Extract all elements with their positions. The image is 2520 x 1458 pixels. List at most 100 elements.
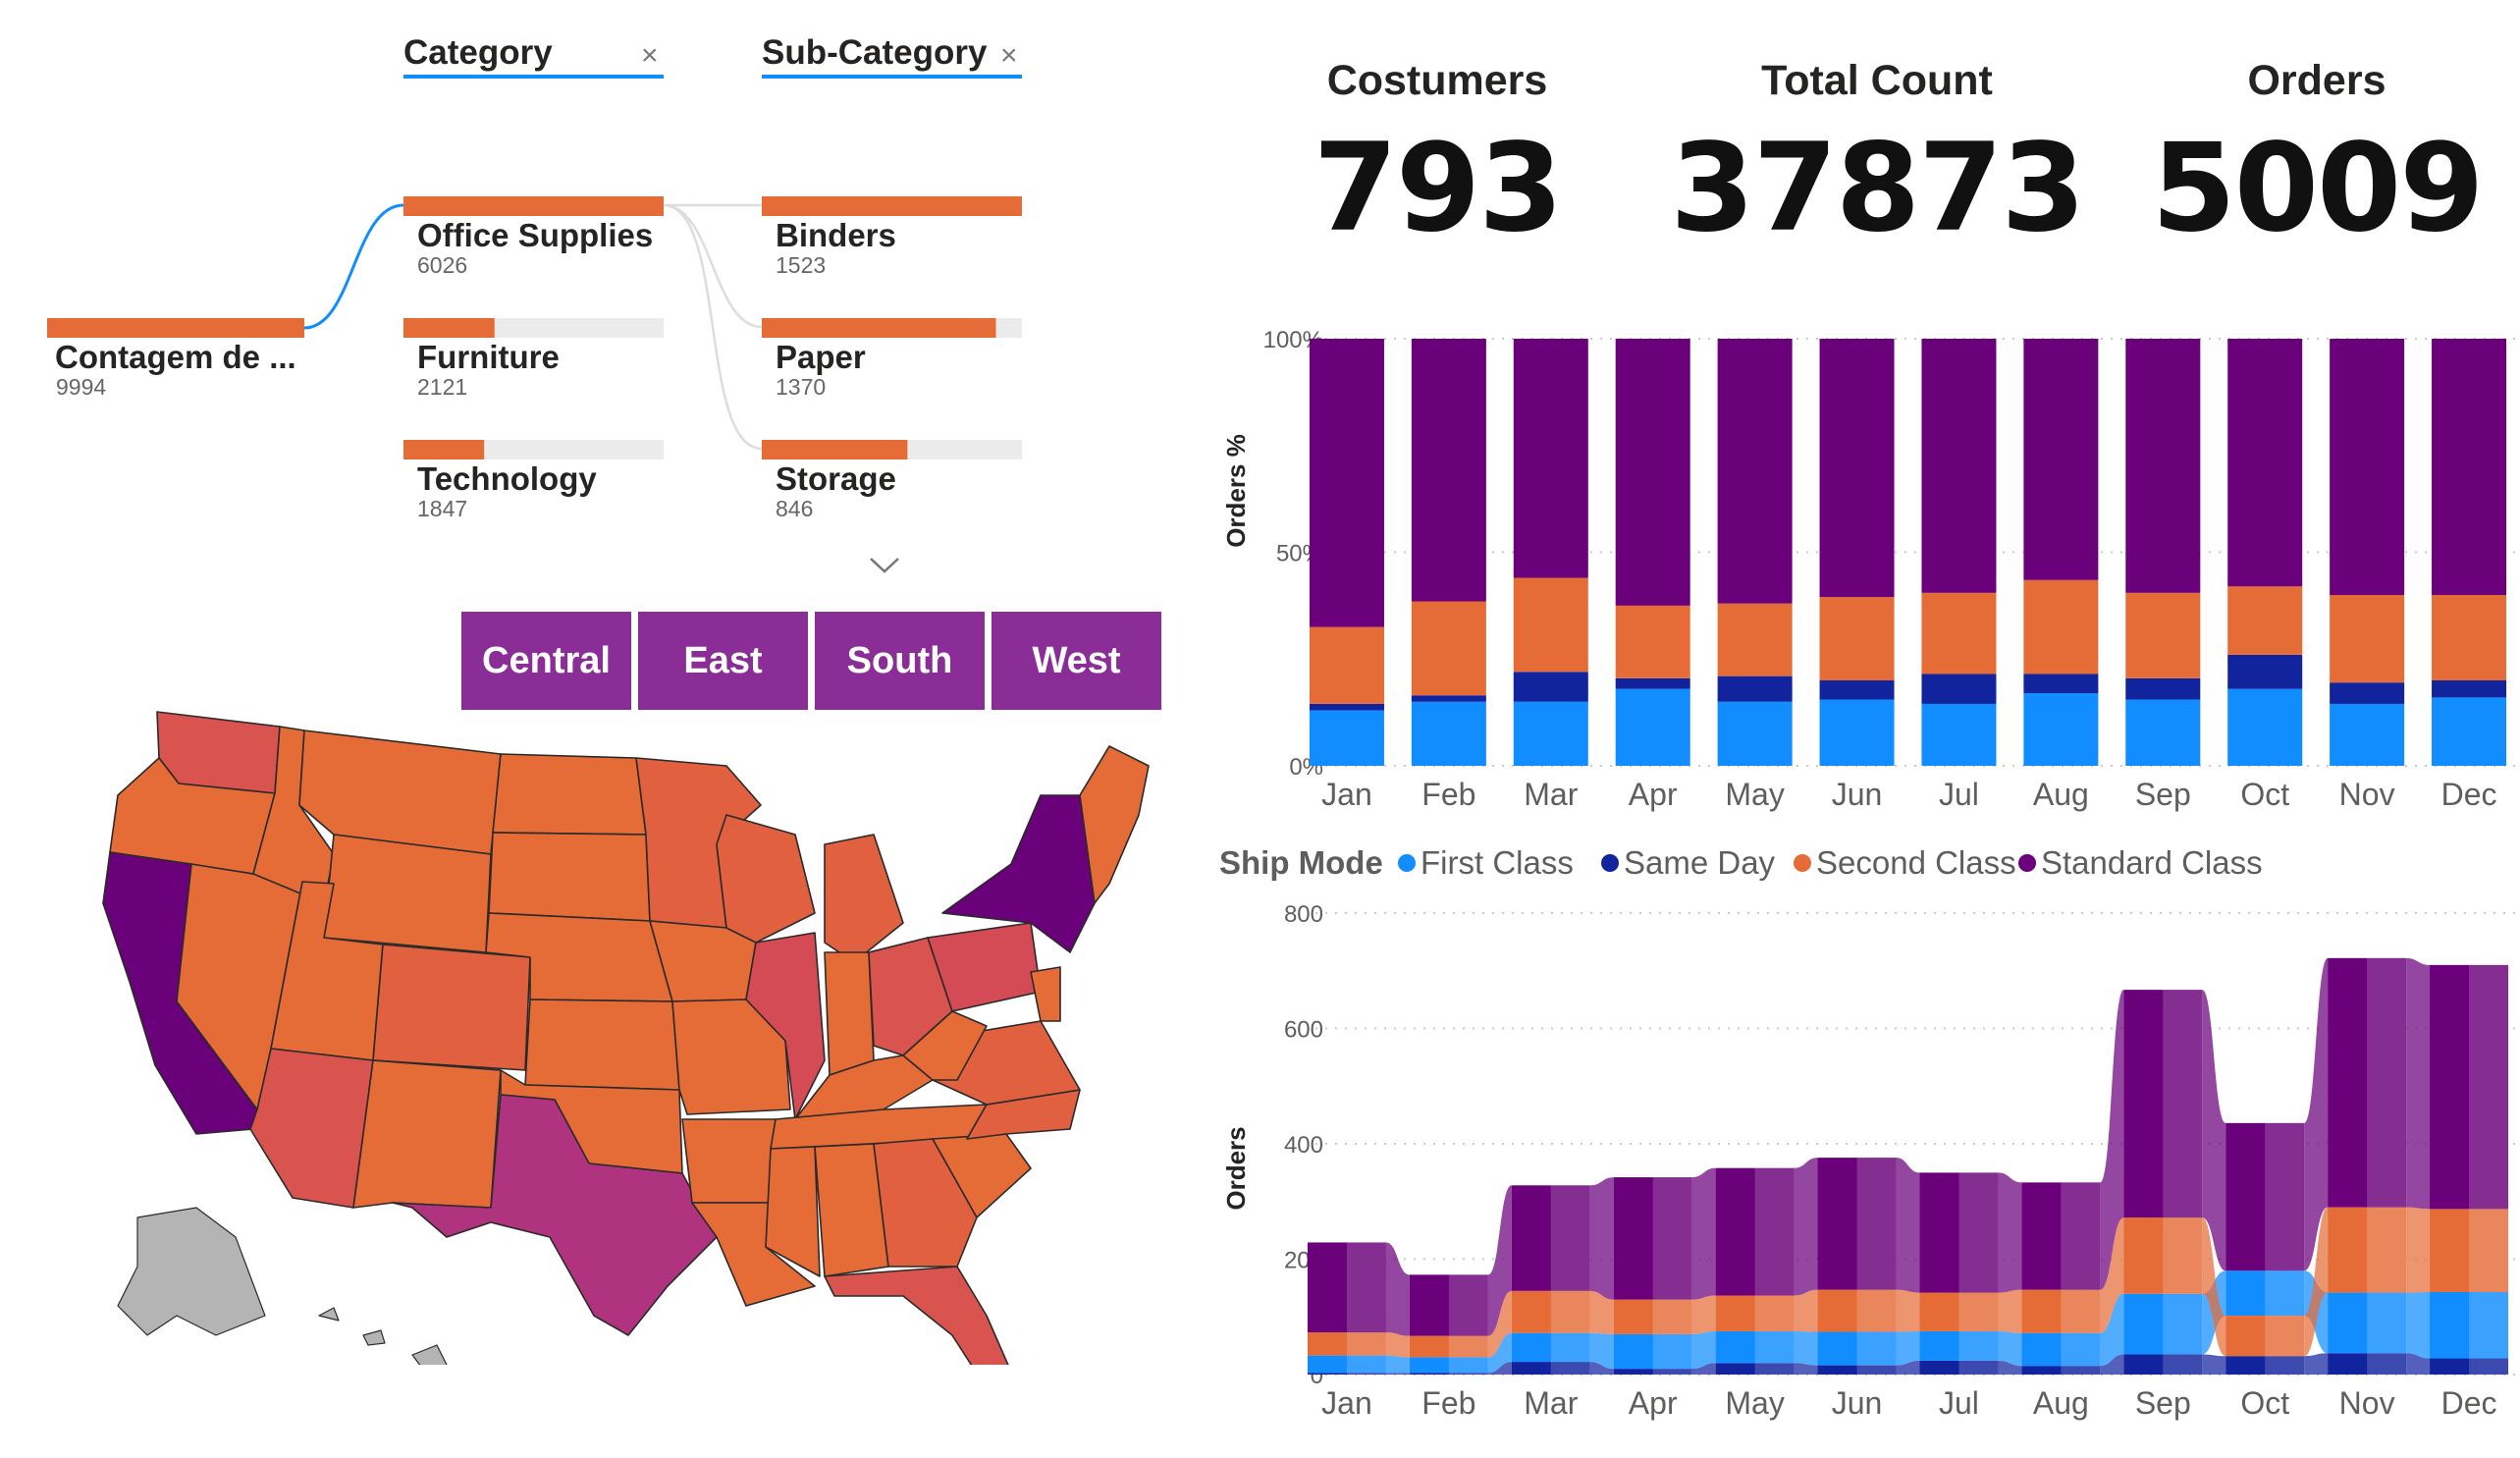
ribbon-bar-first-class-sep[interactable] [2123,1293,2203,1355]
chevron-down-icon[interactable] [870,558,899,573]
bar-first-class-jun[interactable] [1819,699,1895,766]
ribbon-bar-second-class-dec[interactable] [2430,1209,2509,1292]
ribbon-bar-same-day-jul[interactable] [1919,1360,1999,1375]
ribbon-bar-same-day-apr[interactable] [1613,1369,1692,1375]
ribbon-bar-standard-class-aug[interactable] [2021,1182,2101,1290]
ribbon-bar-standard-class-apr[interactable] [1613,1177,1692,1300]
ribbon-bar-second-class-aug[interactable] [2021,1289,2101,1333]
bar-first-class-aug[interactable] [2023,693,2099,766]
ribbon-bar-second-class-sep[interactable] [2123,1217,2203,1294]
ribbon-bar-same-day-mar[interactable] [1511,1362,1590,1375]
ribbon-same-day-oct[interactable] [2304,1353,2329,1375]
ribbon-second-class-may[interactable] [1794,1289,1818,1332]
ribbon-bar-same-day-nov[interactable] [2328,1353,2407,1375]
map-state-wisconsin[interactable] [716,814,816,944]
ribbon-first-class-jan[interactable] [1385,1355,1410,1374]
bar-first-class-jul[interactable] [1921,703,1997,766]
region-button-east[interactable]: East [638,612,808,710]
region-button-central[interactable]: Central [461,612,631,710]
ribbon-second-class-oct[interactable] [2304,1207,2329,1357]
ribbon-standard-class-jan[interactable] [1385,1242,1410,1336]
bar-same-day-dec[interactable] [2432,680,2507,698]
ribbon-bar-same-day-aug[interactable] [2021,1366,2101,1375]
ribbon-bar-second-class-may[interactable] [1715,1295,1795,1331]
ribbon-bar-same-day-sep[interactable] [2123,1354,2203,1375]
ribbon-standard-class-oct[interactable] [2304,957,2329,1271]
map-state-new-england[interactable] [1079,745,1150,904]
ribbon-bar-first-class-aug[interactable] [2021,1332,2101,1367]
bar-second-class-aug[interactable] [2023,579,2099,675]
bar-first-class-nov[interactable] [2330,703,2405,766]
ribbon-bar-standard-class-nov[interactable] [2328,957,2407,1208]
ribbon-bar-second-class-oct[interactable] [2225,1316,2305,1357]
bar-same-day-nov[interactable] [2330,682,2405,704]
bar-second-class-feb[interactable] [1411,601,1486,696]
ribbon-bar-second-class-apr[interactable] [1613,1299,1692,1334]
bar-standard-class-feb[interactable] [1411,339,1486,602]
bar-standard-class-apr[interactable] [1615,339,1690,606]
ribbon-standard-class-may[interactable] [1794,1158,1818,1296]
ribbon-bar-same-day-feb[interactable] [1409,1373,1488,1375]
ribbon-second-class-mar[interactable] [1589,1290,1614,1334]
ribbon-bar-first-class-dec[interactable] [2430,1291,2509,1359]
ribbon-standard-class-apr[interactable] [1691,1167,1716,1300]
ribbon-same-day-jun[interactable] [1896,1360,1920,1375]
map-state-colorado[interactable] [372,944,531,1071]
ribbon-first-class-may[interactable] [1794,1330,1818,1366]
bar-same-day-feb[interactable] [1411,695,1486,702]
bar-second-class-dec[interactable] [2432,595,2507,680]
bar-second-class-oct[interactable] [2227,586,2303,655]
ribbon-bar-standard-class-may[interactable] [1715,1167,1795,1296]
ribbon-bar-second-class-feb[interactable] [1409,1335,1488,1358]
ribbon-standard-class-nov[interactable] [2406,957,2431,1210]
ribbon-standard-class-aug[interactable] [2100,990,2124,1290]
bar-second-class-jun[interactable] [1819,597,1895,680]
bar-first-class-may[interactable] [1717,701,1793,766]
ribbon-second-class-aug[interactable] [2100,1217,2124,1333]
bar-second-class-apr[interactable] [1615,605,1690,678]
ribbon-bar-standard-class-feb[interactable] [1409,1274,1488,1336]
ribbon-bar-first-class-mar[interactable] [1511,1332,1590,1363]
bar-standard-class-oct[interactable] [2227,339,2303,587]
ribbon-second-class-jun[interactable] [1896,1289,1920,1332]
bar-second-class-jul[interactable] [1921,592,1997,675]
decomposition-tree[interactable]: Contagem de ... 9994 Office Supplies6026… [0,0,1178,589]
map-state-new-jersey[interactable] [1030,966,1061,1022]
ribbon-bar-first-class-may[interactable] [1715,1330,1795,1364]
bar-standard-class-jun[interactable] [1819,339,1895,598]
bar-same-day-oct[interactable] [2227,654,2303,689]
ribbon-bar-standard-class-jul[interactable] [1919,1172,1999,1293]
category-close-icon[interactable]: × [641,39,659,72]
ribbon-bar-same-day-jan[interactable] [1307,1373,1386,1375]
map-state-florida[interactable] [824,1266,1021,1365]
ribbon-second-class-sep[interactable] [2202,1217,2226,1357]
ribbon-bar-first-class-jun[interactable] [1817,1331,1897,1366]
map-state-north-carolina[interactable] [966,1089,1081,1140]
bar-second-class-jan[interactable] [1309,626,1384,704]
bar-standard-class-mar[interactable] [1513,339,1588,578]
map-state-west-virginia[interactable] [902,1010,988,1081]
ribbon-second-class-nov[interactable] [2406,1207,2431,1293]
bar-second-class-may[interactable] [1717,603,1793,676]
ribbon-bar-standard-class-dec[interactable] [2430,964,2509,1210]
map-state-north-dakota[interactable] [492,753,647,836]
ribbon-bar-same-day-may[interactable] [1715,1363,1795,1375]
ribbon-first-class-jun[interactable] [1896,1330,1920,1366]
map-state-arkansas[interactable] [681,1118,777,1204]
tree-node-root[interactable]: Contagem de ... 9994 [47,318,304,400]
ribbon-same-day-apr[interactable] [1691,1363,1716,1375]
map-state-michigan[interactable] [824,834,904,963]
bar-standard-class-aug[interactable] [2023,339,2099,580]
bar-second-class-sep[interactable] [2125,592,2201,678]
bar-same-day-jan[interactable] [1309,703,1384,711]
ribbon-same-day-feb[interactable] [1487,1362,1512,1375]
map-state-mississippi[interactable] [765,1146,821,1277]
ribbon-standard-class-mar[interactable] [1589,1177,1614,1300]
ribbon-standard-class-sep[interactable] [2202,990,2226,1271]
ribbon-same-day-jul[interactable] [1998,1360,2022,1375]
